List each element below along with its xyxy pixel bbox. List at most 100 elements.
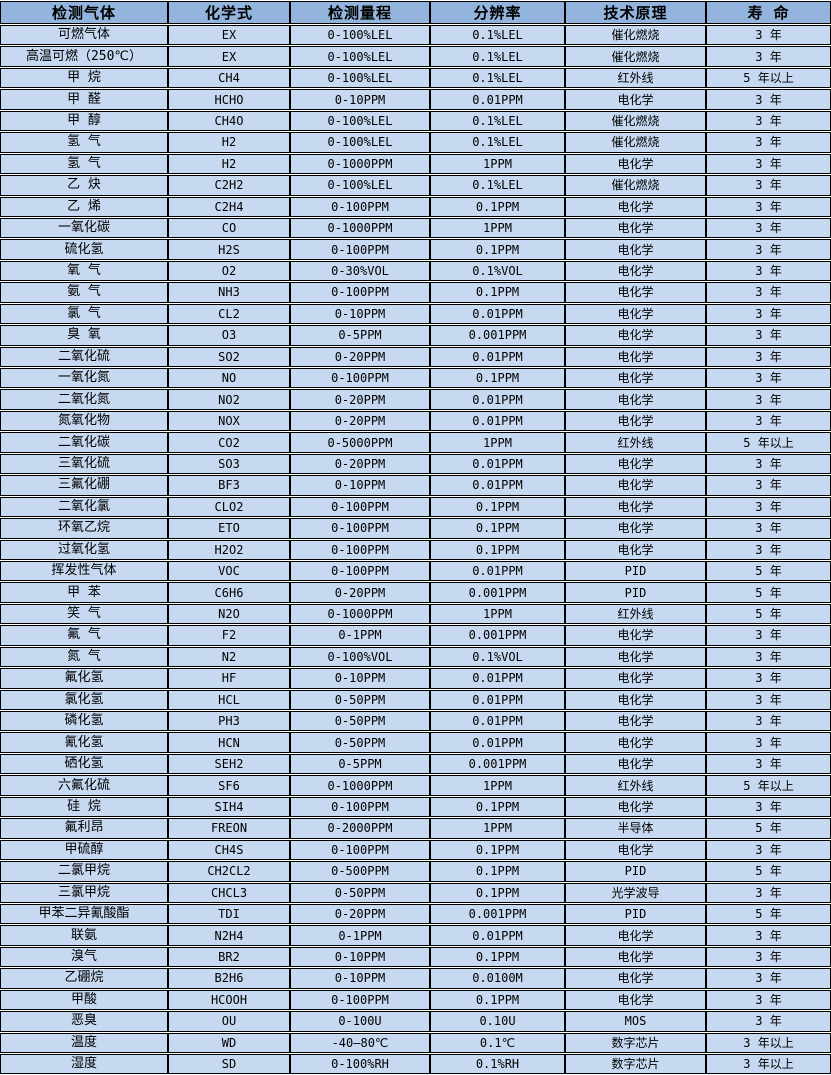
cell-range: 0-100U [290,1011,430,1032]
cell-range: 0-100%LEL [290,67,430,89]
table-row: 氧 气 O2 0-30%VOL 0.1%VOL 电化学 3 年 [0,260,831,282]
cell-range: 0-1000PPM [290,217,430,239]
cell-principle: 电化学 [565,196,706,217]
cell-resolution: 0.01PPM [430,925,565,946]
table-row: 二氧化碳 CO2 0-5000PPM 1PPM 红外线 5 年以上 [0,432,831,453]
cell-resolution: 0.10U [430,1011,565,1032]
cell-gas: 挥发性气体 [0,560,168,582]
cell-resolution: 0.1PPM [430,539,565,560]
cell-principle: 电化学 [565,946,706,968]
cell-lifespan: 3 年 [706,689,831,710]
cell-lifespan: 3 年 [706,239,831,260]
table-row: 臭 氧 O3 0-5PPM 0.001PPM 电化学 3 年 [0,325,831,346]
cell-resolution: 0.1PPM [430,861,565,882]
cell-lifespan: 3 年 [706,325,831,346]
cell-resolution: 0.01PPM [430,732,565,753]
cell-principle: 电化学 [565,217,706,239]
cell-formula: SIH4 [168,796,290,818]
col-header-range: 检测量程 [290,1,430,24]
cell-resolution: 0.001PPM [430,325,565,346]
cell-range: 0-20PPM [290,453,430,475]
cell-principle: 电化学 [565,989,706,1011]
cell-resolution: 0.01PPM [430,668,565,689]
cell-principle: 电化学 [565,646,706,668]
cell-lifespan: 3 年 [706,518,831,539]
cell-principle: PID [565,560,706,582]
cell-lifespan: 3 年 [706,453,831,475]
cell-principle: 电化学 [565,346,706,367]
cell-lifespan: 3 年 [706,25,831,46]
cell-resolution: 0.001PPM [430,753,565,775]
cell-formula: NO [168,368,290,389]
cell-gas: 联氨 [0,925,168,946]
cell-formula: PH3 [168,711,290,732]
cell-principle: 光学波导 [565,882,706,903]
cell-resolution: 0.01PPM [430,89,565,110]
table-row: 三氧化硫 SO3 0-20PPM 0.01PPM 电化学 3 年 [0,453,831,475]
cell-resolution: 0.01PPM [430,410,565,432]
cell-range: 0-100%RH [290,1054,430,1075]
cell-range: 0-1PPM [290,925,430,946]
cell-range: 0-1000PPM [290,603,430,625]
cell-lifespan: 3 年 [706,260,831,282]
cell-range: 0-50PPM [290,711,430,732]
cell-principle: 电化学 [565,539,706,560]
table-row: 氯化氢 HCL 0-50PPM 0.01PPM 电化学 3 年 [0,689,831,710]
cell-formula: WD [168,1032,290,1053]
table-row: 甲硫醇 CH4S 0-100PPM 0.1PPM 电化学 3 年 [0,839,831,861]
cell-range: 0-100PPM [290,239,430,260]
cell-range: 0-20PPM [290,903,430,925]
table-row: 氢 气 H2 0-100%LEL 0.1%LEL 催化燃烧 3 年 [0,132,831,153]
cell-resolution: 0.1%LEL [430,25,565,46]
table-row: 甲 苯 C6H6 0-20PPM 0.001PPM PID 5 年 [0,582,831,603]
cell-resolution: 0.1%LEL [430,46,565,67]
cell-principle: 电化学 [565,689,706,710]
cell-range: 0-100%LEL [290,25,430,46]
cell-formula: C6H6 [168,582,290,603]
cell-principle: 催化燃烧 [565,175,706,196]
header-row: 检测气体 化学式 检测量程 分辨率 技术原理 寿 命 [0,1,831,24]
cell-resolution: 0.0100M [430,968,565,989]
cell-range: 0-100PPM [290,282,430,303]
cell-formula: H2O2 [168,539,290,560]
cell-gas: 乙 炔 [0,175,168,196]
cell-gas: 二氧化碳 [0,432,168,453]
table-row: 氟 气 F2 0-1PPM 0.001PPM 电化学 3 年 [0,625,831,646]
cell-lifespan: 5 年 [706,861,831,882]
cell-gas: 氯 气 [0,303,168,325]
cell-resolution: 0.01PPM [430,346,565,367]
cell-lifespan: 3 年 [706,946,831,968]
cell-range: 0-5PPM [290,325,430,346]
cell-resolution: 0.1PPM [430,839,565,861]
cell-lifespan: 3 年 [706,989,831,1011]
cell-formula: SEH2 [168,753,290,775]
cell-principle: 电化学 [565,260,706,282]
cell-gas: 一氧化碳 [0,217,168,239]
cell-principle: 电化学 [565,968,706,989]
cell-gas: 可燃气体 [0,25,168,46]
cell-gas: 氟利昂 [0,818,168,839]
cell-gas: 氧 气 [0,260,168,282]
table-row: 挥发性气体 VOC 0-100PPM 0.01PPM PID 5 年 [0,560,831,582]
cell-gas: 氯化氢 [0,689,168,710]
table-row: 六氟化硫 SF6 0-1000PPM 1PPM 红外线 5 年以上 [0,775,831,796]
cell-lifespan: 3 年 [706,753,831,775]
cell-gas: 三氧化硫 [0,453,168,475]
cell-lifespan: 3 年 [706,475,831,496]
cell-resolution: 0.1PPM [430,518,565,539]
cell-principle: 电化学 [565,325,706,346]
cell-lifespan: 3 年 [706,539,831,560]
cell-range: 0-1PPM [290,625,430,646]
table-row: 氟利昂 FREON 0-2000PPM 1PPM 半导体 5 年 [0,818,831,839]
cell-lifespan: 3 年 [706,968,831,989]
cell-formula: CH4O [168,110,290,132]
cell-resolution: 0.1PPM [430,882,565,903]
cell-gas: 硒化氢 [0,753,168,775]
cell-gas: 甲硫醇 [0,839,168,861]
cell-range: 0-100%LEL [290,46,430,67]
cell-resolution: 1PPM [430,217,565,239]
table-row: 三氟化硼 BF3 0-10PPM 0.01PPM 电化学 3 年 [0,475,831,496]
cell-formula: CHCL3 [168,882,290,903]
cell-formula: HCN [168,732,290,753]
